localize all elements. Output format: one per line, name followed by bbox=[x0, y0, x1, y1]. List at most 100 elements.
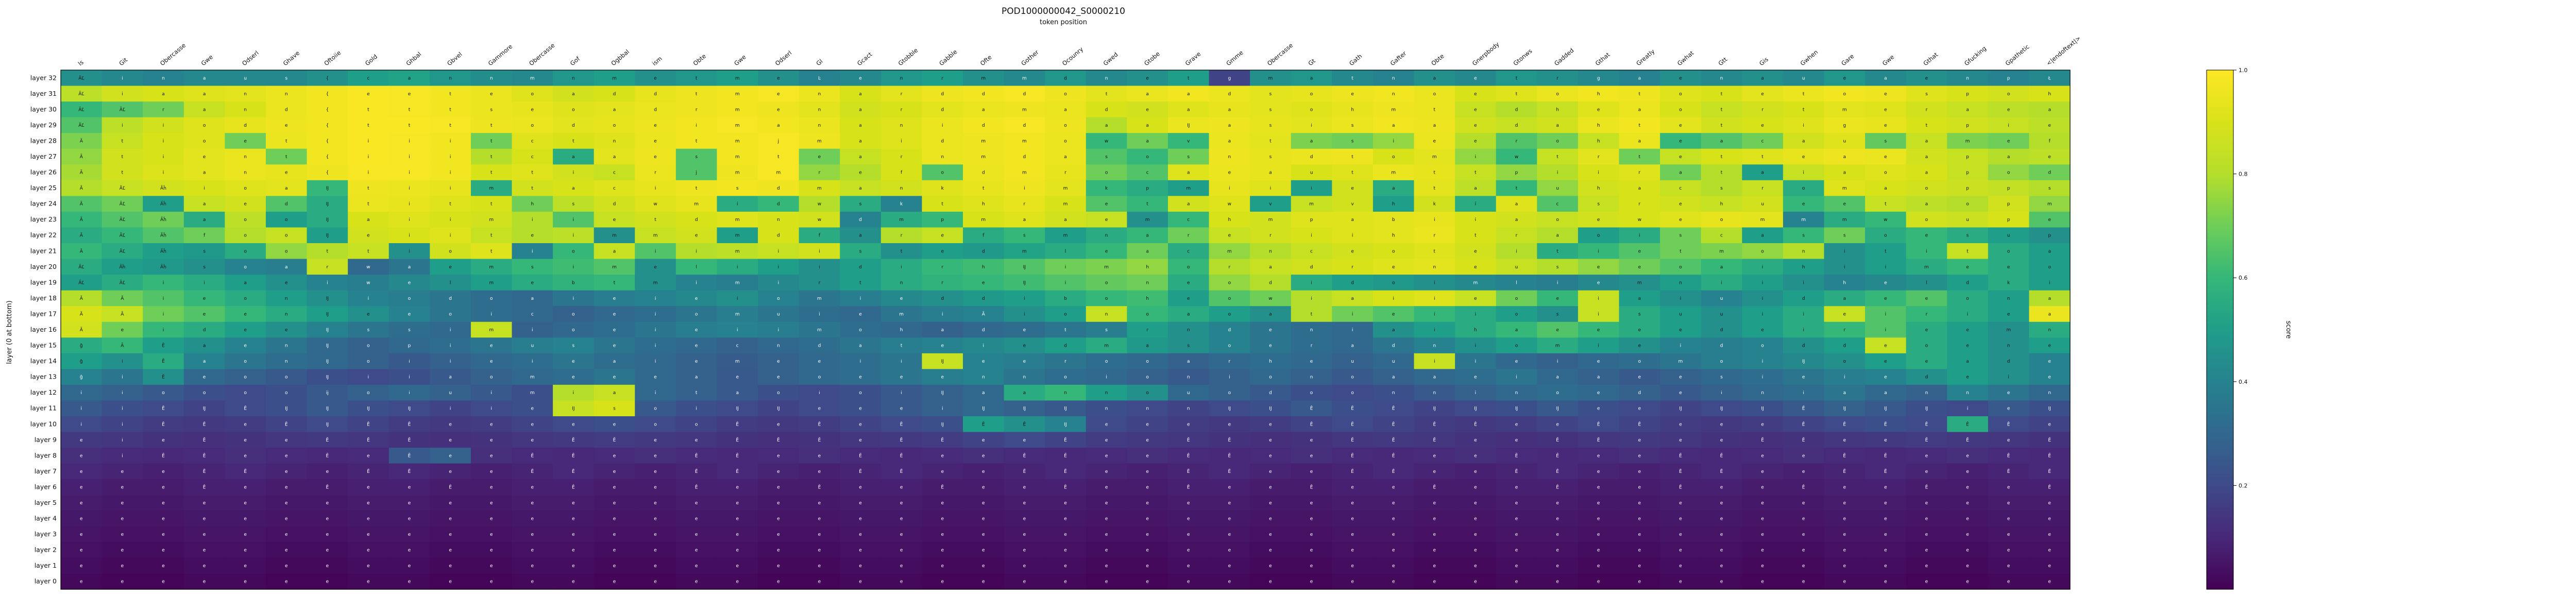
cell-label: o bbox=[1720, 359, 1723, 364]
cell-label: o bbox=[695, 422, 698, 427]
cell-label: m bbox=[1022, 76, 1027, 81]
heatmap-cell bbox=[1906, 117, 1947, 133]
cell-label: i bbox=[1926, 249, 1927, 254]
cell-label: i bbox=[1680, 296, 1682, 301]
cell-label: i bbox=[409, 359, 410, 364]
cell-label: f bbox=[2049, 139, 2051, 144]
cell-label: i bbox=[1475, 344, 1477, 349]
heatmap-cell bbox=[1414, 101, 1455, 118]
heatmap-cell bbox=[1045, 70, 1087, 87]
cell-label: r bbox=[1229, 359, 1231, 364]
heatmap-cell bbox=[183, 86, 225, 102]
cell-label: e bbox=[613, 328, 616, 333]
x-tick-label: Gpathetic bbox=[2004, 43, 2031, 67]
y-tick-label: layer 8 bbox=[35, 451, 57, 459]
cell-label: t bbox=[1188, 76, 1190, 81]
heatmap-cell bbox=[265, 117, 308, 133]
heatmap-cell bbox=[717, 117, 758, 133]
cell-label: e bbox=[1597, 280, 1600, 285]
cell-label: Ĕ bbox=[1556, 484, 1559, 490]
cell-label: e bbox=[1064, 532, 1067, 537]
cell-label: e bbox=[1884, 564, 1887, 569]
cell-label: w bbox=[366, 280, 370, 285]
cell-label: e bbox=[1884, 517, 1887, 522]
colorbar: 0.20.40.60.81.0 score bbox=[2206, 67, 2292, 590]
cell-label: d bbox=[941, 92, 944, 97]
cell-label: t bbox=[1311, 312, 1313, 317]
cell-label: a bbox=[1310, 139, 1313, 144]
heatmap-cell bbox=[635, 164, 676, 181]
cell-label: e bbox=[1146, 469, 1149, 474]
cell-label: r bbox=[1064, 171, 1066, 176]
cell-label: e bbox=[2048, 359, 2051, 364]
cell-label: Ĕ bbox=[203, 437, 206, 443]
cell-label: i bbox=[327, 280, 328, 285]
cell-label: n bbox=[1679, 280, 1682, 285]
cell-label: Ã bbox=[80, 170, 83, 176]
heatmap-cell bbox=[512, 133, 553, 149]
cell-label: h bbox=[1228, 217, 1231, 223]
heatmap-cell bbox=[758, 101, 800, 118]
heatmap-cell bbox=[1947, 117, 1989, 133]
heatmap-cell bbox=[635, 148, 676, 165]
cell-label: s bbox=[1105, 155, 1108, 160]
cell-label: o bbox=[1105, 280, 1108, 285]
cell-label: e bbox=[244, 422, 247, 427]
cell-label: e bbox=[1474, 92, 1477, 97]
cell-label: e bbox=[1884, 280, 1887, 285]
cell-label: Ĕ bbox=[2048, 468, 2051, 474]
cell-label: e bbox=[1802, 564, 1805, 569]
cell-label: w bbox=[1268, 296, 1272, 301]
x-tick-label: Gis bbox=[1758, 56, 1770, 67]
cell-label: m bbox=[1104, 265, 1109, 270]
cell-label: s bbox=[613, 406, 616, 412]
x-tick-label: Obercasse bbox=[159, 42, 187, 67]
cell-label: n bbox=[285, 312, 288, 317]
cell-label: i bbox=[1680, 344, 1682, 349]
heatmap-cell bbox=[183, 227, 225, 244]
cell-label: e bbox=[1187, 517, 1190, 522]
cell-label: e bbox=[490, 453, 493, 458]
cell-label: a bbox=[1392, 186, 1395, 191]
heatmap-cell bbox=[1865, 196, 1907, 212]
cell-label: e bbox=[1802, 580, 1805, 585]
x-tick-label: Obercasse bbox=[1266, 42, 1294, 67]
cell-label: Ĕ bbox=[367, 468, 370, 474]
cell-label: o bbox=[1597, 233, 1600, 239]
cell-label: e bbox=[1966, 453, 1969, 458]
cell-label: Ĕ bbox=[1720, 468, 1723, 474]
cell-label: u bbox=[244, 76, 247, 81]
cell-label: h bbox=[1597, 186, 1600, 191]
cell-label: e bbox=[1146, 453, 1149, 458]
cell-label: e bbox=[203, 155, 206, 160]
heatmap-cell bbox=[553, 86, 595, 102]
heatmap-cell bbox=[1742, 117, 1784, 133]
heatmap-cell bbox=[594, 180, 635, 196]
cell-label: e bbox=[1925, 548, 1928, 553]
cell-label: e bbox=[1679, 548, 1682, 553]
cell-label: o bbox=[408, 296, 411, 301]
heatmap-cell bbox=[1250, 133, 1292, 149]
cell-label: a bbox=[2048, 296, 2051, 301]
cell-label: ÃĽ bbox=[78, 123, 84, 128]
cell-label: m bbox=[1965, 139, 1970, 144]
heatmap-cell bbox=[225, 180, 266, 196]
cell-label: i bbox=[1598, 312, 1599, 317]
cell-label: Ĳ bbox=[572, 406, 574, 412]
heatmap-cell bbox=[1086, 148, 1127, 165]
cell-label: Ĕ bbox=[1351, 405, 1354, 412]
heatmap-cell bbox=[594, 86, 635, 102]
cell-label: t bbox=[901, 344, 903, 349]
cell-label: s bbox=[1105, 328, 1108, 333]
cell-label: e bbox=[1187, 422, 1190, 427]
cell-label: Ĕ bbox=[736, 452, 739, 458]
cell-label: e bbox=[1761, 328, 1764, 333]
cell-label: e bbox=[162, 485, 165, 490]
y-tick-label: layer 7 bbox=[35, 467, 57, 475]
heatmap-cell bbox=[675, 196, 717, 212]
cell-label: o bbox=[777, 296, 780, 301]
heatmap-cell bbox=[1906, 133, 1947, 149]
cell-label: Ĕ bbox=[367, 437, 370, 443]
cell-label: s bbox=[859, 202, 862, 207]
cell-label: a bbox=[1720, 139, 1723, 144]
